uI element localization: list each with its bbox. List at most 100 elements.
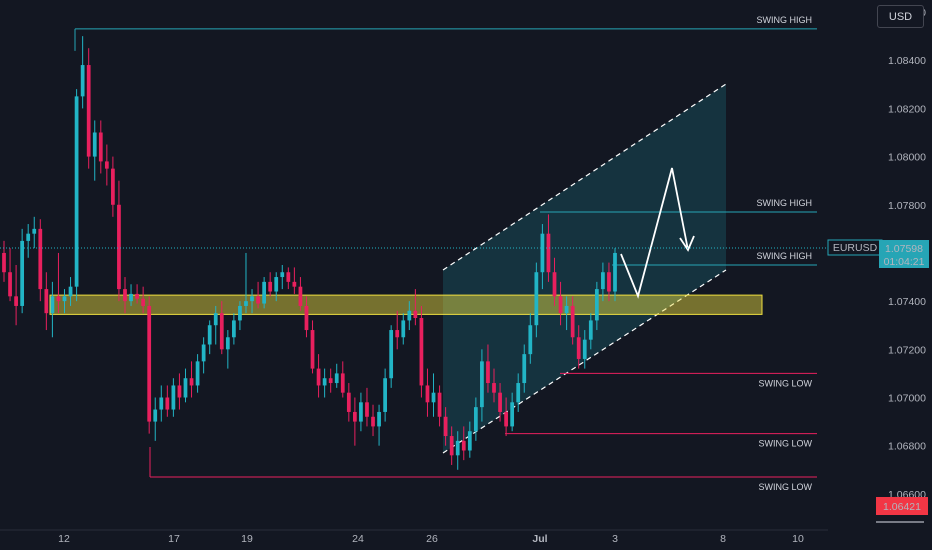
candle-body — [225, 337, 230, 350]
candle-body — [86, 65, 91, 157]
zone-rect[interactable] — [49, 294, 763, 315]
swing-levels[interactable]: SWING HIGH SWING HIGH SWING HIGH SWING LOW S… — [74, 15, 817, 492]
candle-body — [322, 378, 327, 386]
candle-body — [171, 385, 176, 410]
candle-body — [510, 402, 515, 427]
candle-body — [177, 385, 182, 398]
candle-body — [425, 385, 430, 403]
candle-body — [286, 272, 291, 282]
candle-body — [528, 325, 533, 355]
candle-body — [395, 330, 400, 338]
candle-body — [141, 298, 146, 306]
candle-body — [594, 289, 599, 321]
candle-body — [62, 296, 67, 302]
candle-body — [8, 272, 12, 297]
projection-path[interactable] — [620, 167, 689, 299]
candle-body — [26, 233, 31, 241]
channel-upper-line[interactable] — [442, 83, 727, 271]
channel-fill — [443, 84, 726, 453]
time-tick-label: 17 — [168, 533, 180, 545]
candle-body — [20, 240, 25, 306]
candle-body — [189, 378, 194, 386]
time-tick-label: 3 — [612, 533, 618, 545]
candle-body — [564, 305, 569, 314]
candle-body — [159, 397, 164, 410]
candle-body — [14, 296, 18, 306]
swing-low-label: SWING LOW — [759, 439, 813, 449]
candle-body — [546, 233, 551, 273]
candle-body — [449, 436, 454, 456]
candle-body — [371, 416, 375, 427]
candle-body — [346, 392, 351, 412]
time-tick-label: 26 — [426, 533, 438, 545]
candle-body — [570, 305, 575, 338]
candle-body — [576, 337, 581, 359]
candle-body — [480, 361, 484, 408]
candle-body — [280, 272, 285, 278]
candle-body — [534, 272, 539, 326]
candle-body — [195, 361, 200, 386]
channel-lower-line[interactable] — [442, 269, 727, 454]
time-tick-label: 12 — [58, 533, 70, 545]
support-resistance-zone[interactable] — [49, 294, 763, 315]
time-tick-label: 10 — [792, 533, 804, 545]
candle-body — [213, 313, 218, 326]
candle-body — [582, 339, 587, 359]
candle-body — [292, 281, 297, 287]
candle-body — [455, 440, 460, 456]
time-axis[interactable]: 12 17 19 24 26 Jul 3 8 10 — [0, 529, 828, 545]
candle-body — [558, 296, 563, 314]
candle-body — [2, 252, 6, 273]
candle-body — [588, 320, 593, 340]
candle-body — [540, 233, 545, 273]
price-tick-label: 1.06800 — [888, 441, 926, 453]
candle-body — [334, 373, 339, 384]
candle-body — [467, 431, 472, 451]
candle-body — [316, 368, 321, 386]
candle-body — [383, 378, 387, 412]
symbol-name: EURUSD — [833, 242, 878, 254]
candle-body — [244, 301, 248, 306]
candle-body — [413, 310, 418, 318]
time-tick-label: 24 — [352, 533, 364, 545]
candle-body — [56, 296, 61, 302]
candle-body — [473, 407, 478, 432]
candle-body — [328, 378, 333, 384]
last-price-value: 1.07598 — [885, 243, 923, 255]
ascending-channel[interactable] — [442, 83, 727, 454]
candle-body — [201, 344, 206, 362]
axis-scroll-handle[interactable] — [876, 521, 924, 523]
candle-body — [407, 310, 412, 321]
candle-body — [504, 411, 508, 427]
price-tick-label: 1.08000 — [888, 152, 926, 164]
candle-body — [92, 132, 97, 157]
candle-body — [607, 272, 611, 292]
swing-low-label: SWING LOW — [759, 378, 813, 388]
candle-body — [129, 293, 133, 302]
time-tick-label: 8 — [720, 533, 726, 545]
candle-body — [256, 296, 260, 304]
candle-body — [135, 293, 139, 299]
candle-body — [80, 65, 85, 97]
candle-body — [117, 204, 121, 290]
candle-body — [219, 313, 224, 350]
currency-label: USD — [888, 10, 913, 23]
candle-body — [552, 272, 557, 297]
candle-body — [298, 286, 303, 306]
candle-body — [207, 325, 212, 345]
candle-body — [44, 289, 49, 314]
price-tick-label: 1.08200 — [888, 103, 926, 115]
candle-body — [38, 228, 43, 290]
candle-body — [377, 411, 381, 427]
candle-body — [340, 373, 345, 393]
countdown-timer: 01:04:21 — [884, 256, 925, 268]
candle-body — [304, 305, 309, 331]
candle-body — [431, 392, 436, 403]
candle-body — [389, 330, 394, 379]
price-tick-label: 1.07400 — [888, 296, 926, 308]
price-tick-label: 1.07000 — [888, 393, 926, 405]
swing-high-label: SWING HIGH — [757, 198, 813, 208]
currency-button[interactable]: USD — [877, 5, 924, 28]
projection-arrow[interactable] — [620, 167, 695, 299]
